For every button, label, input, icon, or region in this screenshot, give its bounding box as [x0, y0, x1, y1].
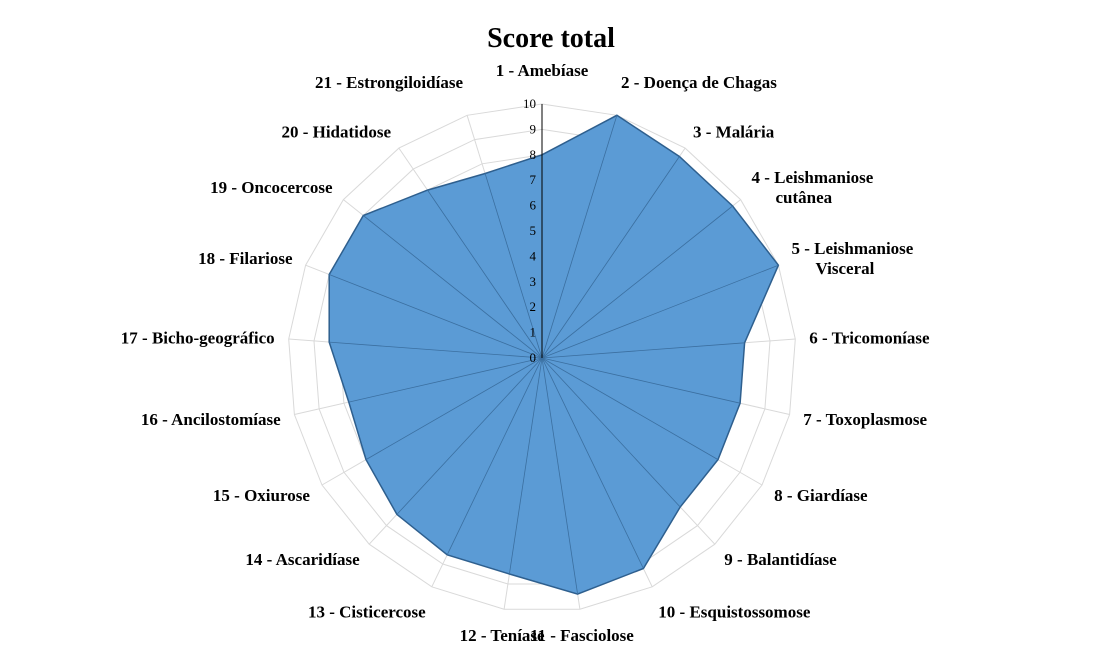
category-label-line: 14 - Ascaridíase	[245, 550, 360, 569]
category-label-line: 15 - Oxiurose	[213, 486, 310, 505]
value-spoke-13	[446, 357, 543, 555]
category-label-7: 7 - Toxoplasmose	[803, 410, 927, 429]
value-spoke-20	[427, 189, 543, 359]
chart-title: Score total	[487, 23, 615, 54]
category-label-4: 4 - Leishmaniose cutânea	[752, 168, 874, 207]
category-label-12: 12 - Teníase	[460, 626, 545, 645]
category-label-14: 14 - Ascaridíase	[245, 550, 360, 569]
tick-label-10: 10	[523, 96, 536, 111]
category-label-line: 19 - Oncocercose	[210, 178, 333, 197]
category-label-line: 8 - Giardíase	[774, 486, 868, 505]
category-label-10: 10 - Esquistossomose	[658, 603, 811, 622]
value-spoke-5	[541, 264, 779, 359]
category-label-17: 17 - Bicho-geográfico	[121, 329, 275, 348]
category-label-line: 6 - Tricomoníase	[809, 329, 930, 348]
category-label-line: 4 - Leishmaniose	[752, 168, 874, 187]
value-spoke-6	[541, 342, 745, 359]
value-axis: 0 1 2 3 4 5 6 7 8 9 10	[523, 96, 543, 365]
category-label-line: 13 - Cisticercose	[308, 603, 426, 622]
value-spoke-14	[396, 357, 543, 515]
category-label-3: 3 - Malária	[693, 123, 775, 142]
category-label-line: 20 - Hidatidose	[281, 123, 391, 142]
value-spoke-17	[329, 341, 543, 359]
score-area	[328, 114, 780, 595]
category-label-line: 11 - Fasciolose	[530, 626, 634, 645]
category-label-21: 21 - Estrongiloidíase	[315, 73, 463, 92]
tick-label-2: 2	[530, 299, 537, 314]
category-label-8: 8 - Giardíase	[774, 486, 868, 505]
category-label-line: 2 - Doença de Chagas	[621, 73, 777, 92]
category-label-13: 13 - Cisticercose	[308, 603, 426, 622]
value-spoke-3	[541, 156, 680, 359]
data-area-layer	[328, 114, 780, 595]
category-label-line: cutânea	[776, 188, 833, 207]
tick-label-3: 3	[530, 274, 537, 289]
category-label-line: 9 - Balantidíase	[724, 550, 837, 569]
value-spoke-10	[541, 357, 644, 569]
tick-label-0: 0	[530, 350, 537, 365]
category-labels: 1 - Amebíase 2 - Doença de Chagas 3 - Malá…	[121, 61, 930, 645]
category-label-15: 15 - Oxiurose	[213, 486, 310, 505]
category-label-line: 7 - Toxoplasmose	[803, 410, 927, 429]
category-label-20: 20 - Hidatidose	[281, 123, 391, 142]
category-label-line: 1 - Amebíase	[496, 61, 589, 80]
tick-label-8: 8	[530, 147, 537, 162]
value-spoke-21	[484, 173, 543, 359]
category-label-line: 21 - Estrongiloidíase	[315, 73, 463, 92]
category-label-line: Visceral	[816, 259, 875, 278]
value-spoke-8	[541, 357, 719, 460]
category-label-5: 5 - Leishmaniose Visceral	[792, 239, 914, 278]
category-label-18: 18 - Filariose	[198, 249, 293, 268]
value-spoke-12	[509, 357, 543, 575]
value-spoke-7	[541, 357, 741, 404]
tick-label-1: 1	[530, 325, 537, 340]
value-spoke-16	[348, 357, 543, 403]
value-spoke-19	[363, 215, 543, 359]
category-label-2: 2 - Doença de Chagas	[621, 73, 777, 92]
category-label-line: 12 - Teníase	[460, 626, 545, 645]
category-label-1: 1 - Amebíase	[496, 61, 589, 80]
category-label-9: 9 - Balantidíase	[724, 550, 837, 569]
category-label-line: 16 - Ancilostomíase	[141, 410, 281, 429]
tick-label-7: 7	[530, 172, 537, 187]
category-label-line: 10 - Esquistossomose	[658, 603, 811, 622]
value-spoke-9	[541, 357, 681, 508]
tick-label-9: 9	[530, 121, 537, 136]
grid-ring-10	[288, 103, 796, 610]
category-label-line: 3 - Malária	[693, 123, 775, 142]
category-label-19: 19 - Oncocercose	[210, 178, 333, 197]
value-spoke-18	[329, 274, 543, 359]
category-label-line: 18 - Filariose	[198, 249, 293, 268]
value-spoke-11	[541, 357, 578, 595]
category-label-11: 11 - Fasciolose	[530, 626, 634, 645]
category-label-6: 6 - Tricomoníase	[809, 329, 930, 348]
category-label-16: 16 - Ancilostomíase	[141, 410, 281, 429]
category-label-line: 17 - Bicho-geográfico	[121, 329, 275, 348]
category-label-line: 5 - Leishmaniose	[792, 239, 914, 258]
tick-label-6: 6	[530, 198, 537, 213]
tick-label-4: 4	[530, 248, 537, 263]
value-spoke-2	[541, 115, 618, 359]
tick-label-5: 5	[530, 223, 537, 238]
value-spoke-15	[365, 357, 543, 460]
value-spoke-4	[541, 205, 733, 359]
